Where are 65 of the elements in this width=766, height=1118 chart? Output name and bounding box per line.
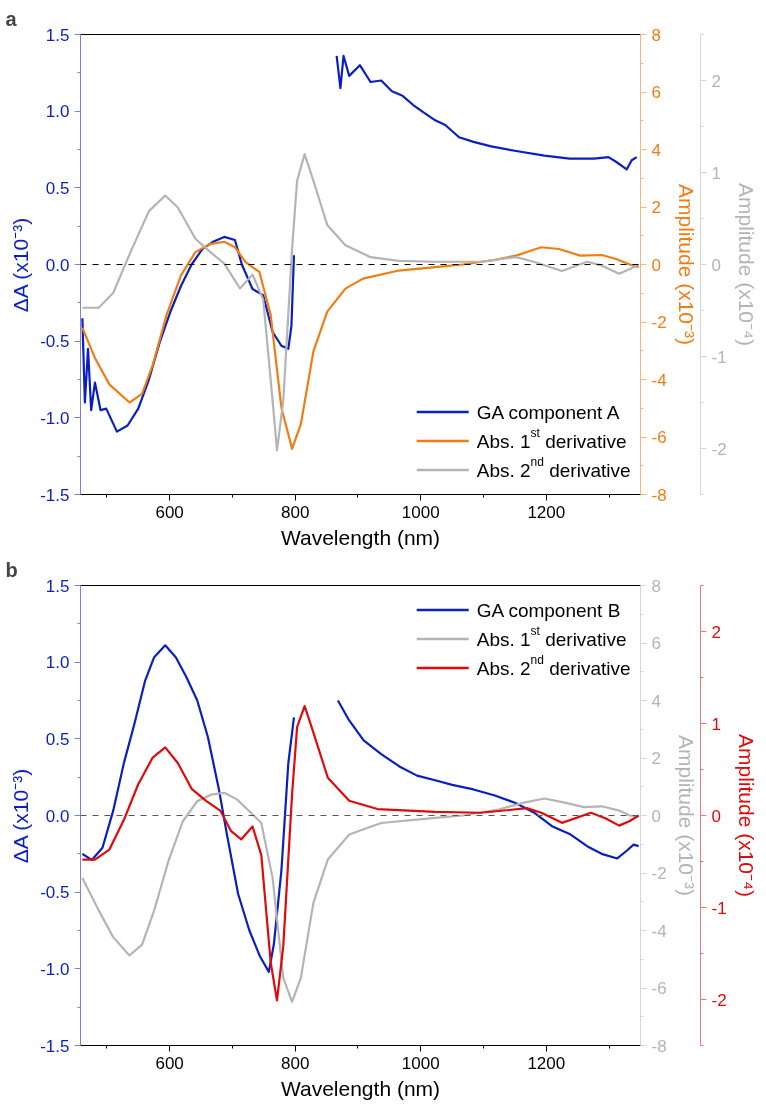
y3-tick-label: -1 — [711, 347, 727, 367]
text: a — [5, 7, 18, 30]
y2-tick-label: 0 — [651, 255, 661, 275]
y3-axis-title: Amplitude (x10⁻⁴) — [734, 733, 758, 898]
y2-tick-label: -8 — [651, 485, 667, 505]
y-tick-label: 0.0 — [45, 255, 70, 275]
y-tick-label: 1.5 — [45, 576, 70, 596]
y-axis-title: ΔA (x10⁻³) — [9, 768, 33, 864]
y3-tick-label: -1 — [711, 898, 727, 918]
y-tick-label: 1.5 — [45, 25, 70, 45]
line-series — [81, 704, 640, 1002]
x-axis-title: Wavelength (nm) — [280, 1076, 441, 1100]
y2-tick-label: -2 — [651, 864, 667, 883]
y2-tick-label: -2 — [651, 313, 667, 332]
y2-tick-label: 8 — [651, 25, 661, 45]
y-tick-label: -0.5 — [40, 883, 70, 903]
y2-tick-label: -4 — [651, 370, 667, 390]
y-tick-label: 1.0 — [45, 653, 70, 673]
legend-label: GA component B — [476, 599, 621, 621]
x-tick-label: 1200 — [527, 502, 566, 522]
y3-tick-label: -2 — [711, 990, 727, 1010]
y-tick-label: 1.0 — [45, 102, 70, 122]
y3-tick-label: 1 — [711, 714, 721, 734]
y2-tick-label: -8 — [651, 1036, 667, 1056]
y-tick-label: -0.5 — [40, 332, 70, 352]
line-series — [81, 240, 640, 450]
x-tick-label: 600 — [155, 502, 184, 522]
y2-tick-label: 6 — [651, 83, 661, 102]
y-tick-label: 0.0 — [45, 806, 70, 826]
y2-axis-title: Amplitude (x10⁻³) — [674, 734, 698, 897]
y3-tick-label: 0 — [711, 806, 721, 826]
text: b — [5, 558, 18, 581]
y-tick-label: -1.0 — [40, 408, 70, 428]
y-tick-label: -1.5 — [40, 485, 70, 505]
y3-tick-label: 0 — [711, 255, 721, 275]
y2-tick-label: 6 — [651, 634, 661, 653]
x-tick-label: 800 — [281, 502, 310, 522]
y3-tick-label: 2 — [711, 71, 721, 91]
y2-tick-label: -6 — [651, 428, 667, 447]
x-axis-title: Wavelength (nm) — [280, 525, 441, 549]
line-series — [81, 153, 640, 452]
y-tick-label: -1.5 — [40, 1036, 70, 1056]
y2-tick-label: 0 — [651, 806, 661, 826]
x-tick-label: 800 — [281, 1053, 310, 1073]
y2-tick-label: 4 — [651, 140, 661, 160]
y2-tick-label: 4 — [651, 691, 661, 711]
x-tick-label: 1000 — [401, 1053, 440, 1073]
y2-tick-label: 2 — [651, 198, 661, 217]
y2-tick-label: 8 — [651, 576, 661, 596]
x-tick-label: 1000 — [401, 502, 440, 522]
y3-tick-label: 2 — [711, 622, 721, 642]
x-tick-label: 1200 — [527, 1053, 566, 1073]
y-tick-label: 0.5 — [45, 729, 70, 749]
y-tick-label: -1.0 — [40, 959, 70, 979]
y2-tick-label: 2 — [651, 749, 661, 768]
y-axis-title: ΔA (x10⁻³) — [9, 217, 33, 313]
y-tick-label: 0.5 — [45, 178, 70, 198]
y2-tick-label: -4 — [651, 921, 667, 941]
y2-tick-label: -6 — [651, 979, 667, 998]
y3-tick-label: 1 — [711, 163, 721, 183]
y3-axis-title: Amplitude (x10⁻⁴) — [734, 182, 758, 347]
x-tick-label: 600 — [155, 1053, 184, 1073]
legend-label: GA component A — [476, 401, 620, 423]
y3-tick-label: -2 — [711, 439, 727, 459]
y2-axis-title: Amplitude (x10⁻³) — [674, 183, 698, 346]
